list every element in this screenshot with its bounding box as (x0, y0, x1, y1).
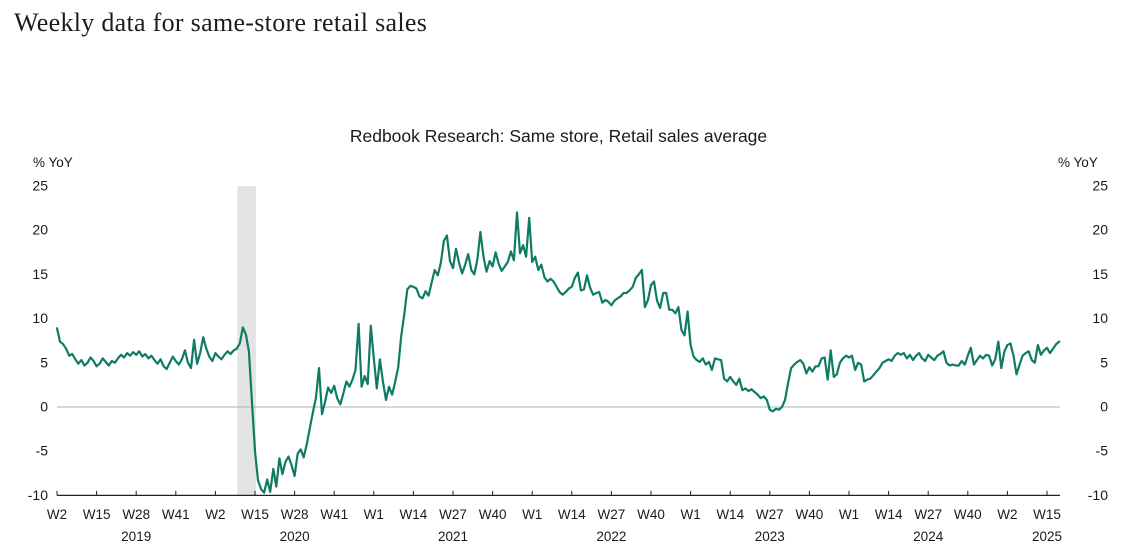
x-tick-label: W1 (522, 507, 542, 522)
y-axis-unit-right: % YoY (1058, 155, 1098, 170)
y-tick-label-right: -10 (1088, 487, 1108, 503)
x-tick-label: W2 (997, 507, 1017, 522)
x-tick-label: W28 (122, 507, 150, 522)
x-tick-label: W27 (914, 507, 942, 522)
y-axis-unit-left: % YoY (33, 155, 73, 170)
x-tick-label: W15 (241, 507, 269, 522)
y-tick-label-left: 25 (32, 178, 48, 194)
y-tick-label-left: -5 (36, 443, 49, 459)
chart-title: Redbook Research: Same store, Retail sal… (349, 126, 768, 146)
x-tick-label: W1 (680, 507, 700, 522)
x-tick-label: W40 (954, 507, 982, 522)
x-year-label: 2020 (280, 529, 310, 544)
y-tick-label-left: 5 (40, 354, 48, 370)
x-year-label: 2019 (121, 529, 151, 544)
series-line (55, 211, 1061, 494)
y-tick-label-right: 0 (1100, 399, 1108, 415)
x-tick-label: W27 (756, 507, 784, 522)
y-tick-label-left: 10 (32, 310, 48, 326)
x-tick-label: W28 (281, 507, 309, 522)
y-tick-label-right: 15 (1092, 266, 1108, 282)
y-tick-label-left: 0 (40, 399, 48, 415)
y-tick-label-left: -10 (28, 487, 48, 503)
y-tick-label-left: 15 (32, 266, 48, 282)
x-tick-label: W14 (716, 507, 744, 522)
y-tick-label-right: 5 (1100, 354, 1108, 370)
x-tick-label: W40 (637, 507, 665, 522)
x-tick-label: W14 (400, 507, 428, 522)
x-tick-label: W14 (875, 507, 903, 522)
x-tick-label: W15 (1033, 507, 1061, 522)
x-tick-label: W1 (839, 507, 859, 522)
x-year-label: 2025 (1032, 529, 1062, 544)
x-year-label: 2022 (596, 529, 626, 544)
y-tick-label-left: 20 (32, 222, 48, 238)
x-tick-label: W27 (598, 507, 626, 522)
y-tick-label-right: 10 (1092, 310, 1108, 326)
x-tick-label: W14 (558, 507, 586, 522)
x-year-label: 2021 (438, 529, 468, 544)
x-tick-label: W40 (479, 507, 507, 522)
page-title: Weekly data for same-store retail sales (14, 8, 428, 37)
x-tick-label: W41 (320, 507, 348, 522)
x-tick-label: W15 (83, 507, 111, 522)
x-year-label: 2024 (913, 529, 944, 544)
x-tick-label: W2 (47, 507, 67, 522)
y-tick-label-right: -5 (1096, 443, 1109, 459)
x-tick-label: W40 (796, 507, 824, 522)
x-year-label: 2023 (755, 529, 785, 544)
x-tick-label: W41 (162, 507, 190, 522)
x-tick-label: W2 (205, 507, 225, 522)
x-tick-label: W1 (364, 507, 384, 522)
y-tick-label-right: 25 (1092, 178, 1108, 194)
y-tick-label-right: 20 (1092, 222, 1108, 238)
x-tick-label: W27 (439, 507, 467, 522)
